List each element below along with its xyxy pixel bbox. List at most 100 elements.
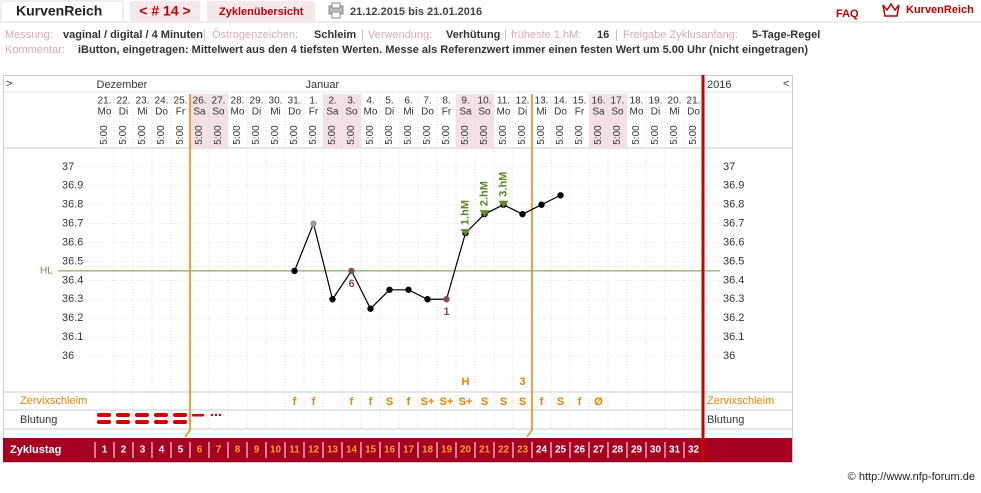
high-marker (498, 200, 509, 208)
weekday-label: Mi (669, 107, 680, 118)
faq-link[interactable]: FAQ (836, 8, 859, 20)
cycle-day: 16 (384, 445, 396, 456)
weekday-label: Di (385, 107, 394, 118)
cycle-day: 15 (365, 445, 377, 456)
y-tick-label: 36.7 (723, 218, 744, 230)
y-tick-label: 36.7 (62, 218, 83, 230)
temperature-point (557, 192, 564, 199)
comment: iButton, eingetragen: Mittelwert aus den… (78, 44, 808, 56)
mucus-label: Zervixschleim (707, 395, 774, 407)
logo-text[interactable]: KurvenReich (906, 4, 974, 16)
cycle-day: 28 (612, 445, 624, 456)
cycle-day: 4 (159, 445, 165, 456)
nav-prev[interactable]: > (6, 78, 12, 90)
temperature-point (310, 220, 317, 227)
weekday-label: Mi (137, 107, 148, 118)
info-value: Verhütung (446, 29, 500, 41)
weekday-label: Mi (403, 107, 414, 118)
logo-icon (882, 2, 900, 17)
mucus-entry: f (578, 396, 582, 408)
weekday-label: So (478, 107, 491, 118)
time-label: 5:00 (156, 125, 167, 145)
date-label: 8. (442, 96, 450, 107)
date-label: 7. (423, 96, 431, 107)
date-label: 2. (328, 96, 336, 107)
cycle-label: Zyklustag (10, 444, 61, 456)
cycle-day: 26 (574, 445, 586, 456)
date-range: 21.12.2015 bis 21.01.2016 (350, 6, 482, 18)
app-tab[interactable] (0, 0, 124, 23)
weekday-label: Di (252, 107, 261, 118)
date-label: 9. (461, 96, 469, 107)
time-label: 5:00 (631, 125, 642, 145)
mucus-entry: S (519, 396, 526, 408)
time-label: 5:00 (669, 125, 680, 145)
weekday-label: Do (554, 107, 567, 118)
date-label: 1. (309, 96, 317, 107)
mucus-entry: f (350, 396, 354, 408)
info-label: Messung: (5, 29, 53, 41)
time-label: 5:00 (479, 125, 490, 145)
cycle-nav[interactable]: < # 14 > (139, 3, 190, 19)
nav-next[interactable]: < (783, 78, 789, 90)
bleeding-symbols (97, 413, 222, 424)
weekday-label: Fr (442, 107, 452, 118)
cycle-nav-box[interactable] (130, 1, 200, 22)
cycle-day: 11 (289, 445, 300, 456)
mucus-entry: S (481, 396, 488, 408)
overview-link[interactable]: Zyklenübersicht (219, 6, 304, 18)
fertile-boundary-foot (184, 429, 191, 438)
weekday-label: Mo (231, 107, 245, 118)
time-label: 5:00 (403, 125, 414, 145)
weekend-shade (475, 94, 494, 148)
date-label: 28. (231, 96, 245, 107)
cycle-day: 1 (102, 445, 108, 456)
date-label: 25. (174, 96, 188, 107)
time-label: 5:00 (384, 125, 395, 145)
weekday-label: Di (119, 107, 128, 118)
high-marker (460, 229, 471, 237)
date-label: 3. (347, 96, 355, 107)
cycle-day: 9 (254, 445, 260, 456)
weekday-label: Fr (575, 107, 585, 118)
footer: © http://www.nfp-forum.de (848, 471, 975, 483)
chart-frame (3, 75, 793, 463)
time-label: 5:00 (213, 125, 224, 145)
print-icon[interactable] (328, 2, 344, 19)
time-label: 5:00 (612, 125, 623, 145)
time-label: 5:00 (118, 125, 129, 145)
cycle-day: 30 (650, 445, 662, 456)
y-tick-label: 36.5 (62, 255, 83, 267)
mucus-entry: S (386, 396, 393, 408)
cycle-day: 20 (460, 445, 472, 456)
app-name[interactable]: KurvenReich (16, 3, 102, 19)
date-label: 22. (117, 96, 131, 107)
mucus-entry: f (293, 396, 297, 408)
date-label: 6. (404, 96, 412, 107)
time-label: 5:00 (365, 125, 376, 145)
cycle-day: 24 (536, 445, 548, 456)
mucus-entry: S+ (421, 396, 435, 408)
y-tick-label: 36.9 (723, 180, 744, 192)
weekday-label: Mi (270, 107, 281, 118)
weekday-label: Di (651, 107, 660, 118)
weekend-shade (190, 94, 209, 148)
weekend-shade (608, 94, 627, 148)
weekday-label: Sa (326, 107, 339, 118)
info-value: Schleim (314, 29, 356, 41)
time-label: 5:00 (289, 125, 300, 145)
y-tick-label: 36.1 (723, 331, 744, 343)
y-tick-label: 36.4 (723, 274, 744, 286)
weekday-label: Sa (592, 107, 605, 118)
mucus-entry: S (500, 396, 507, 408)
temperature-point (348, 267, 355, 275)
time-label: 5:00 (441, 125, 452, 145)
temperature-point (405, 286, 412, 293)
cycle-day: 23 (517, 445, 529, 456)
weekend-shade (323, 94, 342, 148)
date-label: 20. (668, 96, 682, 107)
overview-box[interactable] (207, 1, 315, 22)
info-value: vaginal / digital / 4 Minuten (63, 29, 203, 41)
separator: | (203, 29, 206, 41)
weekday-label: Sa (193, 107, 206, 118)
